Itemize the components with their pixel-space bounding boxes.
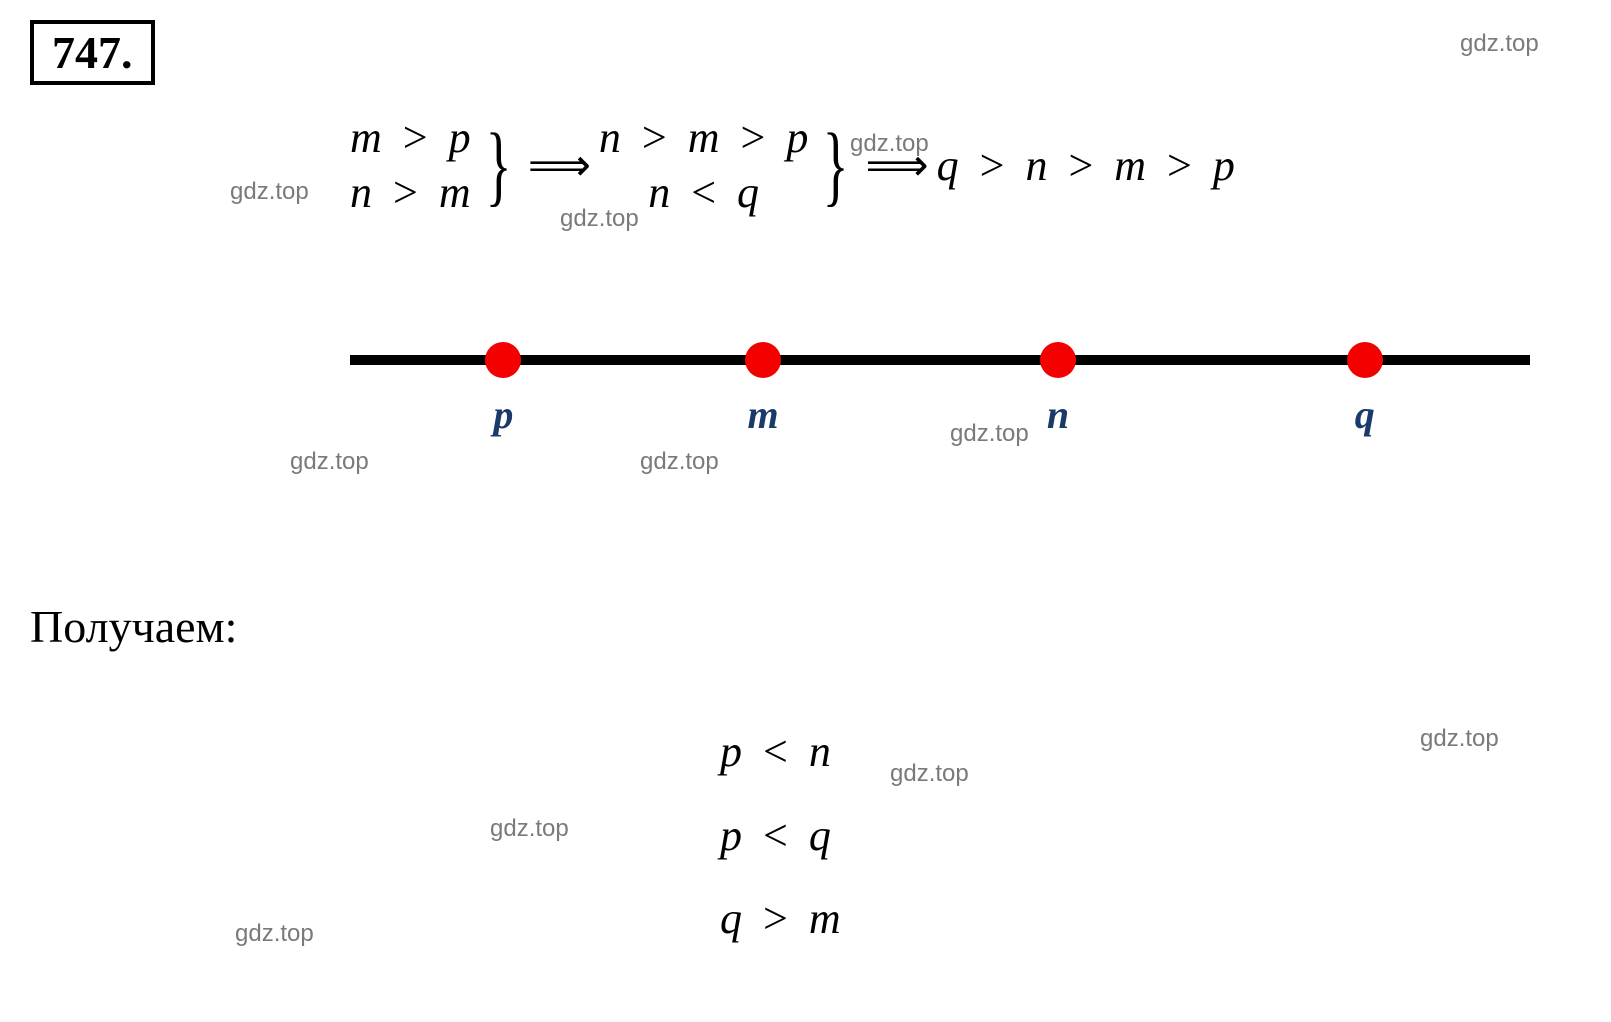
watermark: gdz.top — [490, 815, 569, 843]
result-1: p < n — [720, 710, 841, 794]
number-line-label: p — [493, 391, 513, 438]
var-n: n — [648, 168, 670, 217]
watermark: gdz.top — [640, 448, 719, 476]
op-lt: < — [763, 727, 788, 776]
brace-icon: } — [485, 125, 511, 206]
implies-arrow-icon: ⟹ — [528, 140, 591, 191]
number-line-point — [745, 342, 781, 378]
number-line-label: m — [747, 391, 778, 438]
var-m: m — [1114, 141, 1146, 190]
brace-group-1: m > p n > m } — [350, 110, 520, 220]
math-derivation: m > p n > m } ⟹ n > m > p n < — [350, 110, 1235, 220]
op-gt: > — [980, 141, 1005, 190]
premise-2: n > m — [350, 165, 471, 220]
var-n: n — [809, 727, 831, 776]
var-p: p — [1213, 141, 1235, 190]
var-q: q — [809, 811, 831, 860]
var-p: p — [449, 113, 471, 162]
watermark: gdz.top — [290, 448, 369, 476]
op-lt: < — [691, 168, 716, 217]
final-result: q > n > m > p — [937, 140, 1235, 191]
number-line-axis: pmnq — [350, 355, 1530, 365]
watermark: gdz.top — [235, 920, 314, 948]
var-p: p — [720, 727, 742, 776]
op-gt: > — [403, 113, 428, 162]
watermark: gdz.top — [1420, 725, 1499, 753]
op-gt: > — [393, 168, 418, 217]
number-line-point — [1040, 342, 1076, 378]
var-p: p — [786, 113, 808, 162]
number-line-point — [485, 342, 521, 378]
watermark: gdz.top — [950, 420, 1029, 448]
var-n: n — [599, 113, 621, 162]
var-p: p — [720, 811, 742, 860]
result-inequalities: p < n p < q q > m — [720, 710, 841, 961]
intermediate-result: n > m > p — [599, 110, 808, 165]
brace-icon: } — [823, 125, 849, 206]
var-n: n — [350, 168, 372, 217]
var-m: m — [350, 113, 382, 162]
number-line-label: n — [1047, 391, 1069, 438]
var-q: q — [737, 168, 759, 217]
result-heading: Получаем: — [30, 600, 237, 653]
watermark: gdz.top — [560, 205, 639, 233]
number-line-point — [1347, 342, 1383, 378]
op-lt: < — [763, 811, 788, 860]
watermark: gdz.top — [230, 178, 309, 206]
brace-content-1: m > p n > m — [350, 110, 471, 220]
op-gt: > — [763, 894, 788, 943]
brace-group-2: n > m > p n < q } — [599, 110, 858, 220]
result-3: q > m — [720, 877, 841, 961]
problem-number: 747. — [30, 20, 155, 85]
watermark: gdz.top — [1460, 30, 1539, 58]
brace-content-2: n > m > p n < q — [599, 110, 808, 220]
var-q: q — [937, 141, 959, 190]
number-line: pmnq — [350, 355, 1530, 365]
op-gt: > — [642, 113, 667, 162]
var-m: m — [688, 113, 720, 162]
op-gt: > — [741, 113, 766, 162]
op-gt: > — [1068, 141, 1093, 190]
var-q: q — [720, 894, 742, 943]
var-m: m — [809, 894, 841, 943]
watermark: gdz.top — [850, 130, 929, 158]
op-gt: > — [1167, 141, 1192, 190]
result-2: p < q — [720, 794, 841, 878]
premise-1: m > p — [350, 110, 471, 165]
number-line-label: q — [1355, 391, 1375, 438]
var-m: m — [439, 168, 471, 217]
var-n: n — [1025, 141, 1047, 190]
watermark: gdz.top — [890, 760, 969, 788]
